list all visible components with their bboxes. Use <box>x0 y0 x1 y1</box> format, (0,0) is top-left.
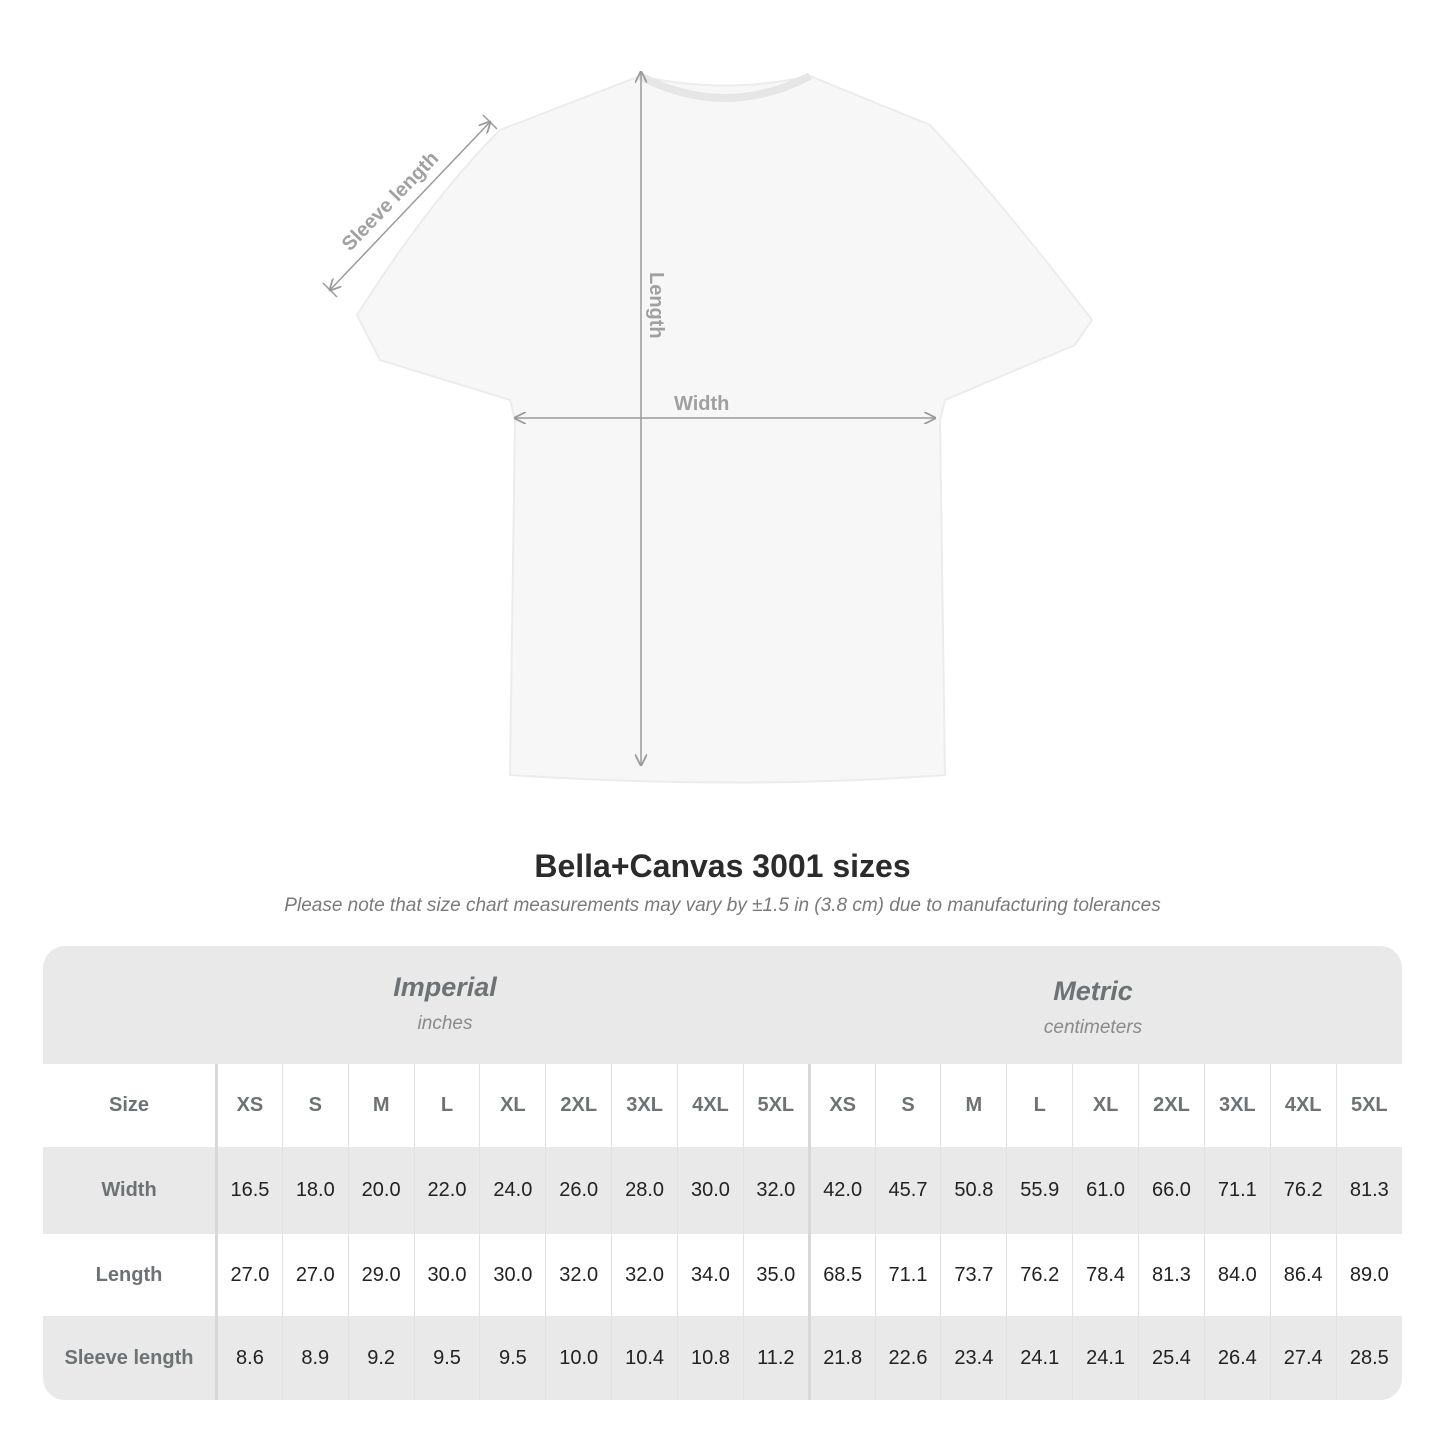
imperial-size-header: S <box>281 1064 349 1147</box>
imperial-value-cell: 8.9 <box>281 1316 349 1400</box>
tshirt-shape <box>355 74 1094 784</box>
imperial-heading: Imperial <box>393 972 497 1002</box>
length-label: Length <box>645 272 667 339</box>
imperial-size-header: 3XL <box>611 1064 678 1147</box>
imperial-size-header: 2XL <box>545 1064 612 1147</box>
metric-value-cell: 86.4 <box>1269 1234 1337 1316</box>
metric-value-cell: 76.2 <box>1006 1234 1073 1316</box>
metric-value-cell: 45.7 <box>874 1147 941 1234</box>
imperial-value-cell: 29.0 <box>347 1234 415 1316</box>
imperial-value-cell: 9.2 <box>347 1316 415 1400</box>
imperial-value-cell: 26.0 <box>545 1147 612 1234</box>
size-label: Size <box>43 1064 218 1147</box>
imperial-value-cell: 30.0 <box>677 1147 744 1234</box>
imperial-value-cell: 34.0 <box>677 1234 744 1316</box>
metric-value-cell: 23.4 <box>940 1316 1007 1400</box>
metric-value-cell: 81.3 <box>1335 1147 1402 1234</box>
imperial-value-cell: 32.0 <box>742 1147 810 1234</box>
imperial-value-cell: 9.5 <box>413 1316 480 1400</box>
size-table: Size XS S M L XL 2XL 3XL 4XL 5XL XS S M L XL 2XL 3XL 4XL 5… <box>43 1064 1402 1400</box>
imperial-value-cell: 27.0 <box>216 1234 283 1316</box>
imperial-value-cell: 28.0 <box>611 1147 678 1234</box>
imperial-value-cell: 8.6 <box>216 1316 283 1400</box>
metric-value-cell: 61.0 <box>1072 1147 1139 1234</box>
metric-size-header: XL <box>1072 1064 1139 1147</box>
metric-value-cell: 73.7 <box>940 1234 1007 1316</box>
chart-title: Bella+Canvas 3001 sizes <box>534 848 911 884</box>
imperial-value-cell: 18.0 <box>281 1147 349 1234</box>
width-label: Width <box>674 393 729 415</box>
metric-value-cell: 22.6 <box>874 1316 941 1400</box>
table-row: Width 16.5 18.0 20.0 22.0 24.0 26.0 28.0 30.0 32.… <box>43 1147 1402 1234</box>
metric-value-cell: 76.2 <box>1269 1147 1337 1234</box>
imperial-value-cell: 10.0 <box>545 1316 612 1400</box>
imperial-value-cell: 30.0 <box>413 1234 480 1316</box>
metric-value-cell: 50.8 <box>940 1147 1007 1234</box>
metric-value-cell: 24.1 <box>1072 1316 1139 1400</box>
metric-heading: Metric <box>1053 976 1133 1006</box>
metric-value-cell: 71.1 <box>874 1234 941 1316</box>
imperial-value-cell: 11.2 <box>742 1316 810 1400</box>
metric-unit: centimeters <box>1043 1017 1143 1038</box>
metric-value-cell: 26.4 <box>1203 1316 1271 1400</box>
metric-value-cell: 25.4 <box>1138 1316 1205 1400</box>
metric-value-cell: 21.8 <box>807 1316 876 1400</box>
metric-value-cell: 71.1 <box>1203 1147 1271 1234</box>
imperial-value-cell: 27.0 <box>281 1234 349 1316</box>
sleeve-arrow <box>330 122 490 290</box>
metric-size-header: XS <box>807 1064 876 1147</box>
metric-value-cell: 28.5 <box>1335 1316 1402 1400</box>
metric-value-cell: 78.4 <box>1072 1234 1139 1316</box>
tshirt-diagram: Sleeve length Length Width <box>322 0 1094 784</box>
imperial-unit: inches <box>417 1013 473 1034</box>
metric-value-cell: 81.3 <box>1138 1234 1205 1316</box>
imperial-value-cell: 20.0 <box>347 1147 415 1234</box>
metric-value-cell: 24.1 <box>1006 1316 1073 1400</box>
metric-size-header: L <box>1006 1064 1073 1147</box>
imperial-value-cell: 10.8 <box>677 1316 744 1400</box>
imperial-value-cell: 10.4 <box>611 1316 678 1400</box>
row-label: Length <box>43 1234 218 1316</box>
metric-size-header: 5XL <box>1335 1064 1402 1147</box>
imperial-size-header: 5XL <box>742 1064 810 1147</box>
imperial-value-cell: 16.5 <box>216 1147 283 1234</box>
metric-size-header: S <box>874 1064 941 1147</box>
tolerance-note: Please note that size chart measurements… <box>284 895 1161 916</box>
table-row: Length 27.0 27.0 29.0 30.0 30.0 32.0 32.0 34.0 35… <box>43 1234 1402 1316</box>
metric-size-header: M <box>940 1064 1007 1147</box>
metric-value-cell: 55.9 <box>1006 1147 1073 1234</box>
row-label: Sleeve length <box>43 1316 218 1400</box>
metric-value-cell: 42.0 <box>807 1147 876 1234</box>
metric-value-cell: 66.0 <box>1138 1147 1205 1234</box>
size-table-card: Imperial inches Metric centimeters Size X… <box>43 946 1402 1400</box>
imperial-size-header: XS <box>216 1064 283 1147</box>
metric-size-header: 4XL <box>1269 1064 1337 1147</box>
imperial-value-cell: 24.0 <box>479 1147 546 1234</box>
imperial-value-cell: 32.0 <box>611 1234 678 1316</box>
imperial-value-cell: 32.0 <box>545 1234 612 1316</box>
imperial-size-header: 4XL <box>677 1064 744 1147</box>
metric-size-header: 3XL <box>1203 1064 1271 1147</box>
metric-header: Metric centimeters <box>893 976 1293 1039</box>
imperial-value-cell: 9.5 <box>479 1316 546 1400</box>
imperial-value-cell: 30.0 <box>479 1234 546 1316</box>
imperial-size-header: L <box>413 1064 480 1147</box>
metric-value-cell: 27.4 <box>1269 1316 1337 1400</box>
imperial-value-cell: 22.0 <box>413 1147 480 1234</box>
table-row: Sleeve length 8.6 8.9 9.2 9.5 9.5 10.0 10.4 10.8… <box>43 1316 1402 1400</box>
row-label: Width <box>43 1147 218 1234</box>
metric-value-cell: 84.0 <box>1203 1234 1271 1316</box>
imperial-size-header: XL <box>479 1064 546 1147</box>
metric-value-cell: 89.0 <box>1335 1234 1402 1316</box>
imperial-size-header: M <box>347 1064 415 1147</box>
imperial-value-cell: 35.0 <box>742 1234 810 1316</box>
metric-size-header: 2XL <box>1138 1064 1205 1147</box>
imperial-header: Imperial inches <box>245 972 645 1035</box>
metric-value-cell: 68.5 <box>807 1234 876 1316</box>
size-header-row: Size XS S M L XL 2XL 3XL 4XL 5XL XS S M L XL 2XL 3XL 4XL 5… <box>43 1064 1402 1147</box>
